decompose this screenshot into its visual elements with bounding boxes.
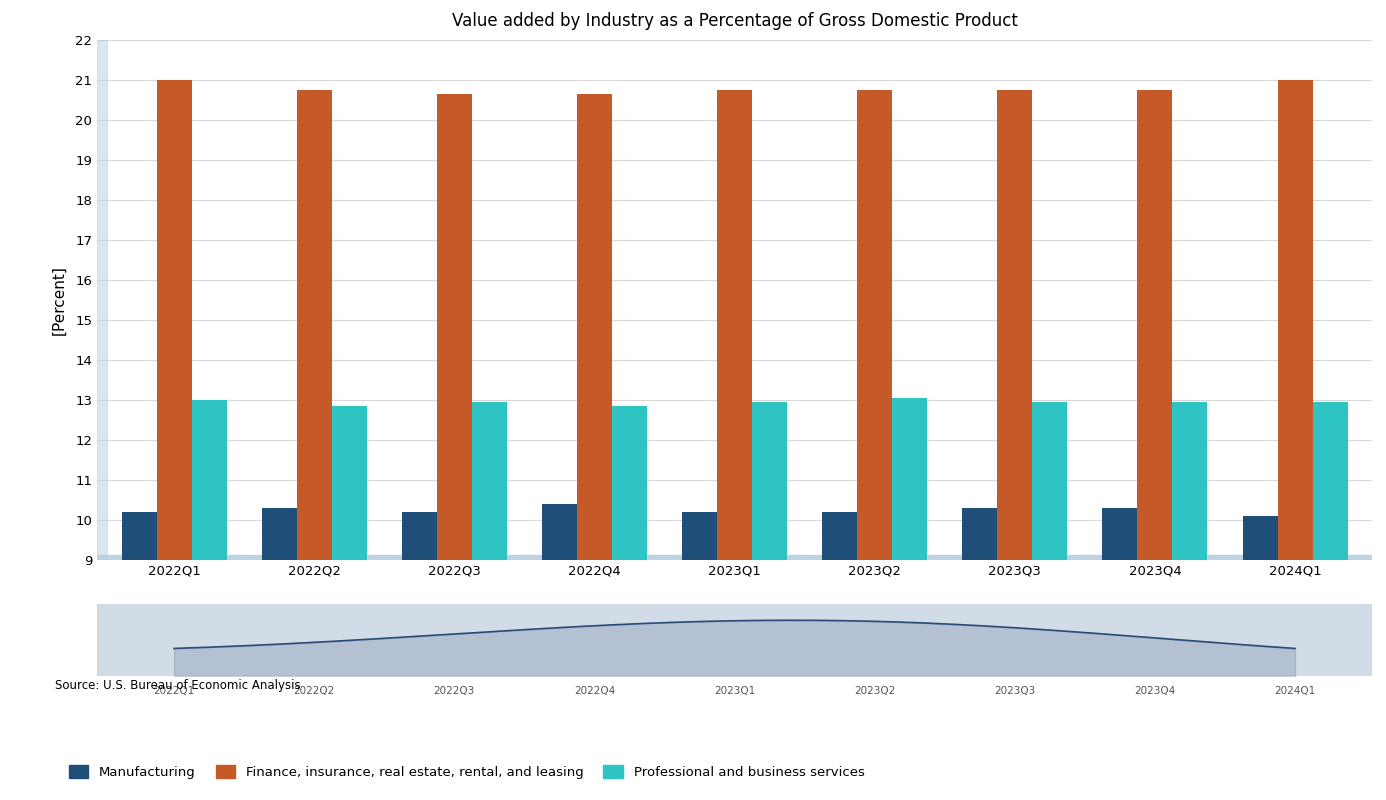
Bar [542, 504, 577, 560]
Bar [822, 512, 857, 560]
Bar [1278, 80, 1313, 560]
Bar [1313, 402, 1347, 560]
Y-axis label: [Percent]: [Percent] [51, 265, 67, 335]
Bar [97, 40, 107, 560]
Bar [1242, 516, 1278, 560]
Bar [262, 508, 297, 560]
Bar [577, 94, 613, 560]
Bar [122, 512, 157, 560]
Bar [682, 512, 717, 560]
Title: Value added by Industry as a Percentage of Gross Domestic Product: Value added by Industry as a Percentage … [452, 12, 1017, 30]
Bar [998, 90, 1033, 560]
Text: Source: U.S. Bureau of Economic Analysis: Source: U.S. Bureau of Economic Analysis [55, 679, 301, 692]
Bar [753, 402, 787, 560]
Legend: Manufacturing, Finance, insurance, real estate, rental, and leasing, Professiona: Manufacturing, Finance, insurance, real … [62, 758, 872, 786]
Bar [157, 80, 191, 560]
Bar [191, 400, 227, 560]
Bar [717, 90, 753, 560]
Bar [1138, 90, 1173, 560]
Bar [613, 406, 647, 560]
Bar [297, 90, 331, 560]
Bar [331, 406, 367, 560]
Bar [97, 555, 1372, 560]
Bar [1102, 508, 1138, 560]
Bar [402, 512, 437, 560]
Bar [471, 402, 507, 560]
Bar [962, 508, 998, 560]
Bar [857, 90, 893, 560]
Bar [1173, 402, 1207, 560]
Bar [437, 94, 471, 560]
Bar [893, 398, 927, 560]
Bar [1033, 402, 1067, 560]
